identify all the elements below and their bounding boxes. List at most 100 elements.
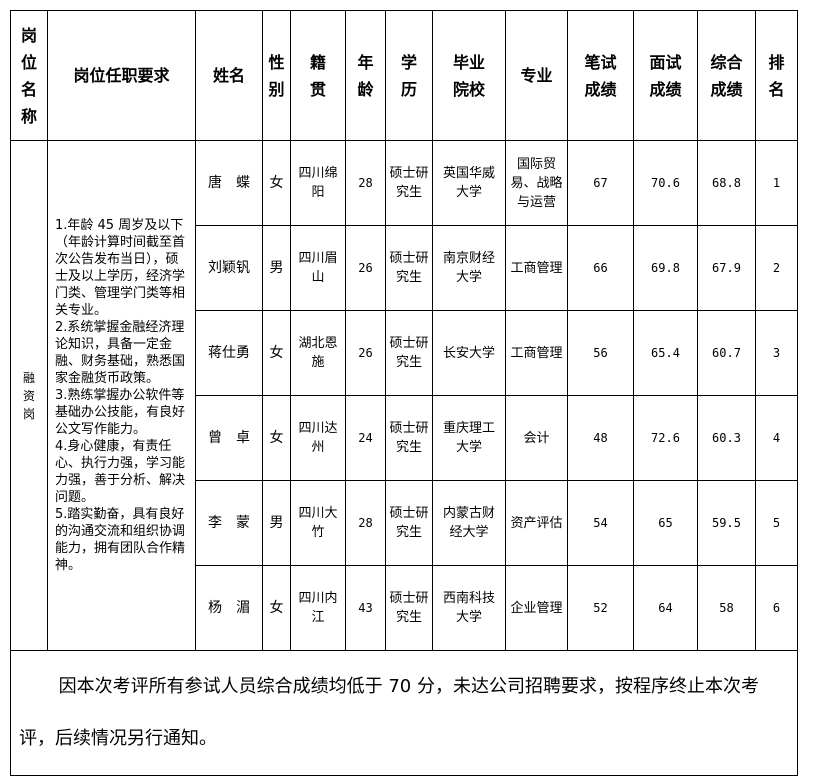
footer-note: 因本次考评所有参试人员综合成绩均低于 70 分，未达公司招聘要求，按程序终止本次… (10, 650, 798, 776)
cell-origin: 四川绵阳 (290, 140, 346, 226)
total-value: 67.9 (712, 260, 741, 275)
major-value: 资产评估 (510, 515, 563, 531)
cell-name: 唐 蝶 (195, 140, 263, 226)
header-age: 年龄 (345, 10, 386, 141)
education-value: 硕士研究生 (389, 336, 429, 370)
cell-name: 杨 湄 (195, 565, 263, 651)
cell-interview: 64 (633, 565, 698, 651)
header-total: 综合成绩 (697, 10, 756, 141)
written-value: 54 (593, 515, 608, 530)
cell-total: 60.3 (697, 395, 756, 481)
header-gender: 性别 (262, 10, 291, 141)
name-value: 蒋仕勇 (208, 344, 250, 361)
cell-interview: 72.6 (633, 395, 698, 481)
cell-name: 李 蒙 (195, 480, 263, 566)
education-value: 硕士研究生 (389, 591, 429, 625)
cell-rank: 6 (755, 565, 798, 651)
header-school: 毕业院校 (432, 10, 506, 141)
age-value: 26 (358, 260, 373, 275)
header-education: 学历 (385, 10, 433, 141)
origin-value: 湖北恩施 (298, 336, 338, 370)
cell-education: 硕士研究生 (385, 225, 433, 311)
cell-school: 重庆理工大学 (432, 395, 506, 481)
footer-row: 因本次考评所有参试人员综合成绩均低于 70 分，未达公司招聘要求，按程序终止本次… (10, 650, 798, 776)
cell-education: 硕士研究生 (385, 480, 433, 566)
table-row: 融资岗 1.年龄 45 周岁及以下（年龄计算时间截至首次公告发布当日），硕士及以上… (10, 140, 798, 651)
cell-school: 南京财经大学 (432, 225, 506, 311)
gender-value: 女 (269, 429, 284, 446)
cell-gender: 女 (262, 395, 291, 481)
table-row: 曾 卓 女四川达州 24 硕士研究生 重庆理工大学 会计 48 72.6 60.3 4 (11, 395, 798, 481)
cell-rank: 4 (755, 395, 798, 481)
education-value: 硕士研究生 (389, 251, 429, 285)
cell-school: 内蒙古财经大学 (432, 480, 506, 566)
cell-age: 28 (345, 480, 386, 566)
table-row: 刘颖钒 男四川眉山 26 硕士研究生 南京财经大学 工商管理 66 69.8 67.9 2 (11, 225, 798, 311)
interview-value: 70.6 (651, 175, 680, 190)
rank-value: 4 (772, 430, 781, 445)
age-value: 28 (358, 175, 373, 190)
cell-school: 英国华威大学 (432, 140, 506, 226)
cell-origin: 四川内江 (290, 565, 346, 651)
total-value: 59.5 (712, 515, 741, 530)
cell-written: 67 (567, 140, 634, 226)
header-row: 岗位名称 岗位任职要求 姓名 性别 籍贯 年龄 学历 毕业院校 专业 笔试成绩 … (10, 10, 798, 141)
origin-value: 四川达州 (298, 421, 338, 455)
cell-total: 68.8 (697, 140, 756, 226)
school-value: 南京财经大学 (443, 251, 496, 285)
cell-gender: 女 (262, 565, 291, 651)
cell-interview: 65 (633, 480, 698, 566)
origin-value: 四川眉山 (298, 251, 338, 285)
cell-interview: 69.8 (633, 225, 698, 311)
cell-age: 26 (345, 225, 386, 311)
cell-total: 58 (697, 565, 756, 651)
written-value: 66 (593, 260, 608, 275)
cell-education: 硕士研究生 (385, 565, 433, 651)
major-value: 会计 (523, 430, 550, 446)
cell-gender: 男 (262, 225, 291, 311)
position-cell: 融资岗 (10, 140, 48, 651)
rank-value: 1 (772, 175, 781, 190)
cell-origin: 四川达州 (290, 395, 346, 481)
cell-major: 资产评估 (505, 480, 568, 566)
origin-value: 四川大竹 (298, 506, 338, 540)
cell-origin: 四川眉山 (290, 225, 346, 311)
cell-school: 长安大学 (432, 310, 506, 396)
rank-value: 6 (772, 600, 781, 615)
cell-rank: 1 (755, 140, 798, 226)
cell-rank: 3 (755, 310, 798, 396)
school-value: 内蒙古财经大学 (443, 506, 496, 540)
cell-written: 56 (567, 310, 634, 396)
cell-major: 会计 (505, 395, 568, 481)
rank-value: 5 (772, 515, 781, 530)
interview-value: 69.8 (651, 260, 680, 275)
total-value: 60.7 (712, 345, 741, 360)
header-interview: 面试成绩 (633, 10, 698, 141)
cell-education: 硕士研究生 (385, 395, 433, 481)
cell-name: 曾 卓 (195, 395, 263, 481)
cell-written: 52 (567, 565, 634, 651)
cell-written: 66 (567, 225, 634, 311)
cell-major: 工商管理 (505, 310, 568, 396)
table-row: 杨 湄 女四川内江 43 硕士研究生 西南科技大学 企业管理 52 64 58 6 (11, 565, 798, 651)
interview-value: 65.4 (651, 345, 680, 360)
cell-origin: 四川大竹 (290, 480, 346, 566)
origin-value: 四川绵阳 (298, 166, 338, 200)
written-value: 48 (593, 430, 608, 445)
cell-education: 硕士研究生 (385, 310, 433, 396)
name-value: 曾 卓 (208, 429, 250, 446)
header-position: 岗位名称 (10, 10, 48, 141)
age-value: 24 (358, 430, 373, 445)
name-value: 唐 蝶 (208, 174, 250, 191)
cell-origin: 湖北恩施 (290, 310, 346, 396)
cell-name: 蒋仕勇 (195, 310, 263, 396)
major-value: 国际贸易、战略与运营 (510, 156, 563, 210)
gender-value: 男 (269, 514, 284, 531)
header-requirements: 岗位任职要求 (47, 10, 196, 141)
education-value: 硕士研究生 (389, 166, 429, 200)
cell-rank: 5 (755, 480, 798, 566)
major-value: 工商管理 (510, 345, 563, 361)
cell-school: 西南科技大学 (432, 565, 506, 651)
name-value: 李 蒙 (208, 514, 250, 531)
requirements-text: 1.年龄 45 周岁及以下（年龄计算时间截至首次公告发布当日），硕士及以上学历，… (55, 218, 186, 573)
